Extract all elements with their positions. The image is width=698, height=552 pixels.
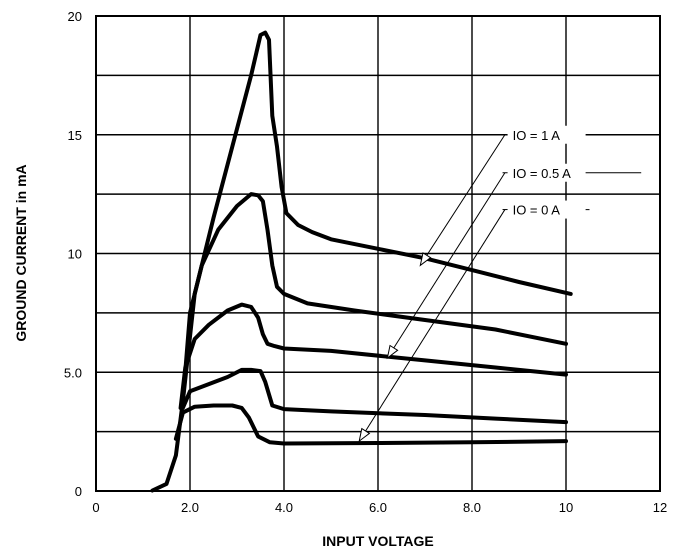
annotation-label-1: IO = 1 A [513, 128, 561, 143]
series-line-1 [150, 192, 568, 493]
annotation-label-bg [507, 163, 586, 182]
annotation-label-2: IO = 0.5 A [513, 166, 572, 181]
x-tick-label: 8.0 [463, 500, 481, 515]
x-tick-label: 6.0 [369, 500, 387, 515]
y-tick-label: 5.0 [64, 365, 82, 380]
x-tick-label: 0 [92, 500, 99, 515]
series-line-3 [180, 367, 568, 425]
series-line-4 [173, 403, 568, 446]
annotation-label-bg [507, 125, 586, 144]
annotation-label-3: IO = 0 A [513, 203, 561, 218]
annotations: IO = 1 A IO = 0.5 A IO = 0 A [358, 125, 642, 443]
plot-frame [95, 15, 661, 492]
annotation-arrowhead-1 [419, 252, 432, 267]
tick-labels: 0 2.0 4.0 6.0 8.0 10 12 0 5.0 10 15 20 [64, 9, 667, 515]
annotation-arrow-2 [393, 172, 506, 349]
series-line-5 [180, 30, 573, 403]
annotation-label-bg [507, 200, 586, 219]
x-tick-label: 10 [559, 500, 573, 515]
x-tick-label: 4.0 [275, 500, 293, 515]
series-lines [150, 30, 573, 493]
annotation-arrowhead-3 [358, 427, 371, 443]
y-tick-label: 10 [68, 247, 82, 262]
series-line-2 [178, 302, 568, 410]
x-tick-label: 12 [653, 500, 667, 515]
annotation-arrowhead-2 [386, 344, 399, 360]
y-tick-label: 0 [75, 484, 82, 499]
y-axis-label: GROUND CURRENT in mA [13, 164, 29, 341]
annotation-arrow-3 [365, 209, 506, 432]
y-tick-label: 20 [68, 9, 82, 24]
annotation-arrow-1 [426, 134, 506, 256]
x-axis-label: INPUT VOLTAGE [322, 533, 433, 549]
y-tick-label: 15 [68, 128, 82, 143]
x-tick-label: 2.0 [181, 500, 199, 515]
